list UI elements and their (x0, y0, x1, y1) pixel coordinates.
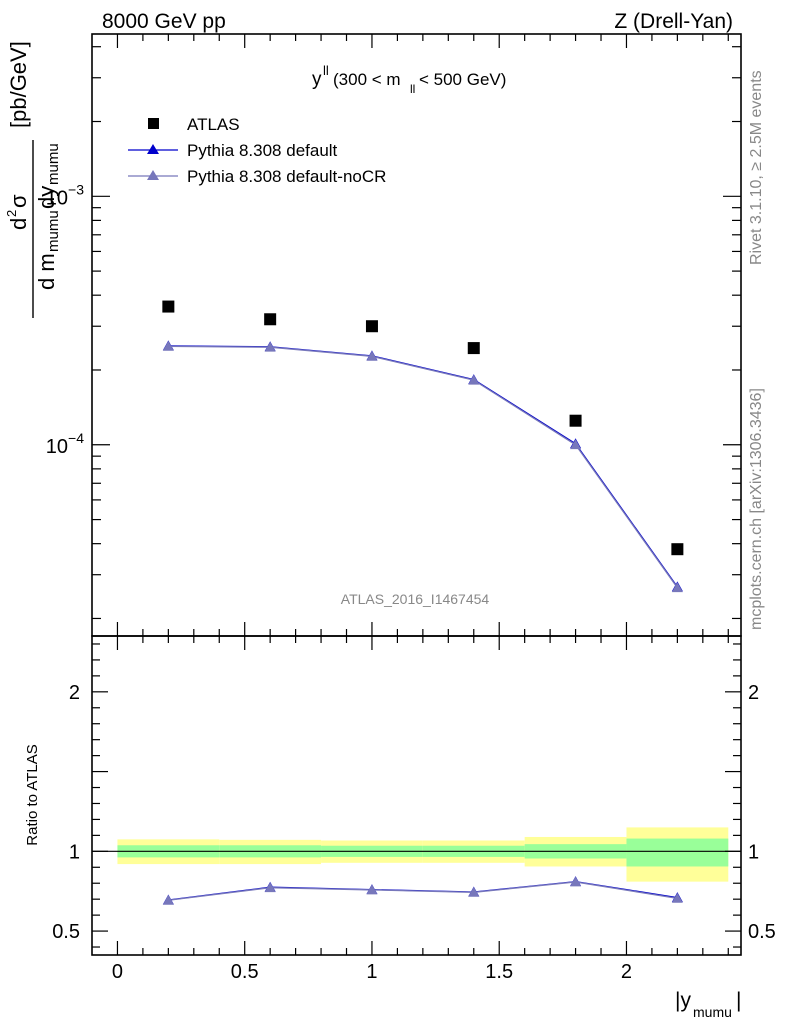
ratio-marker-series-1-4 (570, 876, 582, 887)
main-series (162, 300, 684, 593)
ratio-ytick-label-right-2: 2 (748, 682, 759, 704)
ratio-xtick-label-2: 1 (366, 961, 377, 983)
atlas-point-5 (671, 543, 684, 556)
ratio-ylabel: Ratio to ATLAS (24, 744, 41, 845)
ratio-xtick-label-1: 0.5 (231, 961, 259, 983)
ratio-ytick-label-right-1: 1 (748, 841, 759, 863)
band-inner-5 (626, 838, 729, 867)
header-left: 8000 GeV pp (102, 10, 226, 33)
legend-marker-nocr (147, 170, 159, 180)
ylabel-den-sub1: mumu (45, 210, 62, 252)
main-ytick-label-1: 10−4 (46, 430, 84, 458)
ratio-marker-series-1-1 (264, 882, 276, 893)
ylabel-d-sup: 2 (4, 210, 19, 217)
mcplots-label: mcplots.cern.ch [arXiv:1306.3436] (748, 388, 765, 630)
title-sub: ll (410, 82, 415, 96)
legend: ATLAS Pythia 8.308 default Pythia 8.308 … (128, 115, 386, 186)
ratio-marker-series-1-3 (468, 886, 480, 897)
atlas-point-3 (467, 342, 480, 355)
atlas-point-0 (162, 300, 175, 313)
main-axes: 10−3 10−4 (46, 33, 742, 637)
title-y: y (312, 69, 322, 90)
ylabel-den-pre: d m (34, 253, 59, 290)
analysis-watermark: ATLAS_2016_I1467454 (341, 591, 490, 607)
title-close: < 500 GeV) (419, 70, 506, 89)
atlas-point-2 (365, 320, 378, 333)
ratio-axes: 0 0.5 1 1.5 2 0.5 0.5 1 1 2 2 (52, 635, 776, 983)
ratio-ytick-label-left-1: 1 (69, 841, 80, 863)
ratio-frame (91, 635, 742, 956)
xlabel-sub: mumu (693, 1004, 732, 1020)
legend-label-default: Pythia 8.308 default (187, 141, 338, 160)
ratio-xtick-label-4: 2 (621, 961, 632, 983)
legend-label-atlas: ATLAS (187, 115, 240, 134)
ylabel-sigma: σ (6, 194, 31, 208)
main-marker-series-2-2 (366, 350, 378, 361)
main-ylabel: d 2 σ d m mumu dy mumu [pb/GeV] (4, 41, 62, 318)
legend-marker-atlas (148, 118, 159, 129)
header-right: Z (Drell-Yan) (614, 10, 733, 33)
ratio-series (162, 876, 683, 905)
main-line-series-2 (168, 345, 678, 589)
ratio-bands (92, 827, 741, 882)
main-marker-series-2-3 (468, 374, 480, 385)
ylabel-d: d (6, 218, 31, 230)
xlabel-post: | (736, 989, 741, 1012)
ratio-line-series-1 (168, 881, 678, 901)
ratio-ytick-label-left-0: 0.5 (52, 921, 80, 943)
main-title: y ll (300 < m ll < 500 GeV) (312, 63, 506, 96)
main-marker-series-2-1 (264, 341, 276, 352)
legend-marker-default (147, 144, 159, 154)
main-marker-series-2-5 (671, 582, 683, 593)
ratio-marker-series-1-0 (162, 894, 174, 905)
atlas-point-4 (569, 414, 582, 427)
rivet-label: Rivet 3.1.10, ≥ 2.5M events (748, 70, 765, 265)
ratio-xtick-label-0: 0 (112, 961, 123, 983)
legend-label-nocr: Pythia 8.308 default-noCR (187, 167, 386, 186)
ylabel-unit: [pb/GeV] (6, 41, 31, 128)
main-marker-series-2-4 (570, 439, 582, 450)
main-line-series-1 (168, 345, 678, 588)
title-sup: ll (323, 63, 329, 78)
xlabel: |y mumu | (675, 989, 741, 1020)
ratio-xtick-label-3: 1.5 (485, 961, 513, 983)
atlas-point-1 (264, 313, 277, 326)
title-open: (300 < m (333, 70, 401, 89)
ratio-ytick-label-left-2: 2 (69, 682, 80, 704)
ratio-marker-series-1-2 (366, 884, 378, 895)
main-marker-series-2-0 (162, 340, 174, 351)
main-ytick-label-0: 10−3 (46, 181, 84, 209)
ratio-ytick-label-right-0: 0.5 (748, 921, 776, 943)
ylabel-den-mid: dy (34, 186, 59, 209)
ylabel-den-sub2: mumu (45, 143, 62, 185)
ratio-marker-series-1-5 (671, 892, 683, 903)
xlabel-pre: |y (675, 989, 691, 1012)
